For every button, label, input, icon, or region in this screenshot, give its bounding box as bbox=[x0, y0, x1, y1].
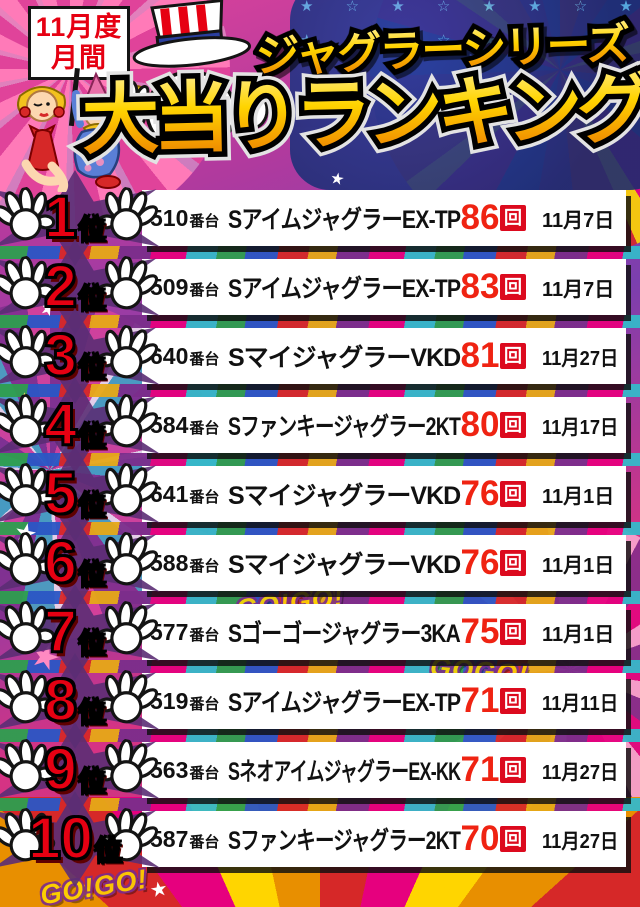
count-unit-badge: 回 bbox=[500, 688, 526, 714]
record-date: 11月11日 bbox=[542, 692, 619, 715]
row-bar: 563 番台 SネオアイムジャグラーEX-KK 71 回 11月27日 bbox=[142, 742, 626, 798]
hit-count: 71 bbox=[460, 681, 500, 720]
machine-name: SアイムジャグラーEX-TP bbox=[228, 206, 461, 234]
star-decor bbox=[148, 879, 169, 902]
hit-count: 83 bbox=[460, 267, 500, 306]
ranking-row-10: 587 番台 Sファンキージャグラー2KT 70 回 11月27日 10 位 bbox=[0, 791, 640, 887]
count-unit-badge: 回 bbox=[500, 274, 526, 300]
rank-badge: 10 位 bbox=[0, 791, 162, 887]
collage-strip bbox=[0, 246, 640, 259]
machine-name: SネオアイムジャグラーEX-KK bbox=[228, 758, 461, 786]
collage-strip bbox=[0, 315, 640, 328]
collage-strip bbox=[0, 453, 640, 466]
collage-strip bbox=[0, 522, 640, 535]
machine-name: SマイジャグラーVKD bbox=[228, 482, 461, 510]
hit-count: 70 bbox=[460, 819, 500, 858]
row-bar: 577 番台 Sゴーゴージャグラー3KA 75 回 11月1日 bbox=[142, 604, 626, 660]
count-unit-badge: 回 bbox=[500, 481, 526, 507]
count-unit-badge: 回 bbox=[500, 757, 526, 783]
hit-count: 80 bbox=[460, 405, 500, 444]
row-bar: 587 番台 Sファンキージャグラー2KT 70 回 11月27日 bbox=[142, 811, 626, 867]
record-date: 11月27日 bbox=[542, 347, 619, 370]
record-date: 11月1日 bbox=[542, 554, 615, 577]
row-bar: 640 番台 SマイジャグラーVKD 81 回 11月27日 bbox=[142, 328, 626, 384]
machine-name: SアイムジャグラーEX-TP bbox=[228, 689, 461, 717]
collage-strip bbox=[0, 384, 640, 397]
collage-strip bbox=[0, 729, 640, 742]
record-date: 11月7日 bbox=[542, 209, 615, 232]
record-date: 11月1日 bbox=[542, 623, 615, 646]
record-date: 11月27日 bbox=[542, 761, 619, 784]
machine-name: SマイジャグラーVKD bbox=[228, 551, 461, 579]
collage-strip bbox=[0, 798, 640, 811]
record-date: 11月1日 bbox=[542, 485, 615, 508]
row-bar: 588 番台 SマイジャグラーVKD 76 回 11月1日 bbox=[142, 535, 626, 591]
count-unit-badge: 回 bbox=[500, 550, 526, 576]
rank-label: 10 位 bbox=[27, 806, 122, 871]
hit-count: 86 bbox=[460, 198, 500, 237]
row-bar: 510 番台 SアイムジャグラーEX-TP 86 回 11月7日 bbox=[142, 190, 626, 246]
machine-name: SマイジャグラーVKD bbox=[228, 344, 461, 372]
count-unit-badge: 回 bbox=[500, 826, 526, 852]
hit-count: 81 bbox=[460, 336, 500, 375]
row-bar: 519 番台 SアイムジャグラーEX-TP 71 回 11月11日 bbox=[142, 673, 626, 729]
machine-number: 640 番台 bbox=[150, 342, 220, 369]
record-date: 11月7日 bbox=[542, 278, 615, 301]
count-unit-badge: 回 bbox=[500, 205, 526, 231]
collage-strip bbox=[0, 660, 640, 673]
collage-strip bbox=[0, 591, 640, 604]
machine-name: Sファンキージャグラー2KT bbox=[228, 413, 461, 441]
row-bar: 584 番台 Sファンキージャグラー2KT 80 回 11月17日 bbox=[142, 397, 626, 453]
row-bar: 509 番台 SアイムジャグラーEX-TP 83 回 11月7日 bbox=[142, 259, 626, 315]
record-date: 11月17日 bbox=[542, 416, 619, 439]
starry-navy-patch bbox=[290, 0, 640, 190]
count-unit-badge: 回 bbox=[500, 343, 526, 369]
machine-name: Sゴーゴージャグラー3KA bbox=[228, 620, 461, 648]
hit-count: 75 bbox=[460, 612, 500, 651]
count-unit-badge: 回 bbox=[500, 412, 526, 438]
machine-name: SアイムジャグラーEX-TP bbox=[228, 275, 461, 303]
count-unit-badge: 回 bbox=[500, 619, 526, 645]
record-date: 11月27日 bbox=[542, 830, 619, 853]
machine-name: Sファンキージャグラー2KT bbox=[228, 827, 461, 855]
hit-count: 71 bbox=[460, 750, 500, 789]
hit-count: 76 bbox=[460, 474, 500, 513]
star-decor bbox=[329, 171, 346, 189]
row-bar: 641 番台 SマイジャグラーVKD 76 回 11月1日 bbox=[142, 466, 626, 522]
hit-count: 76 bbox=[460, 543, 500, 582]
machine-number: 641 番台 bbox=[150, 480, 220, 507]
